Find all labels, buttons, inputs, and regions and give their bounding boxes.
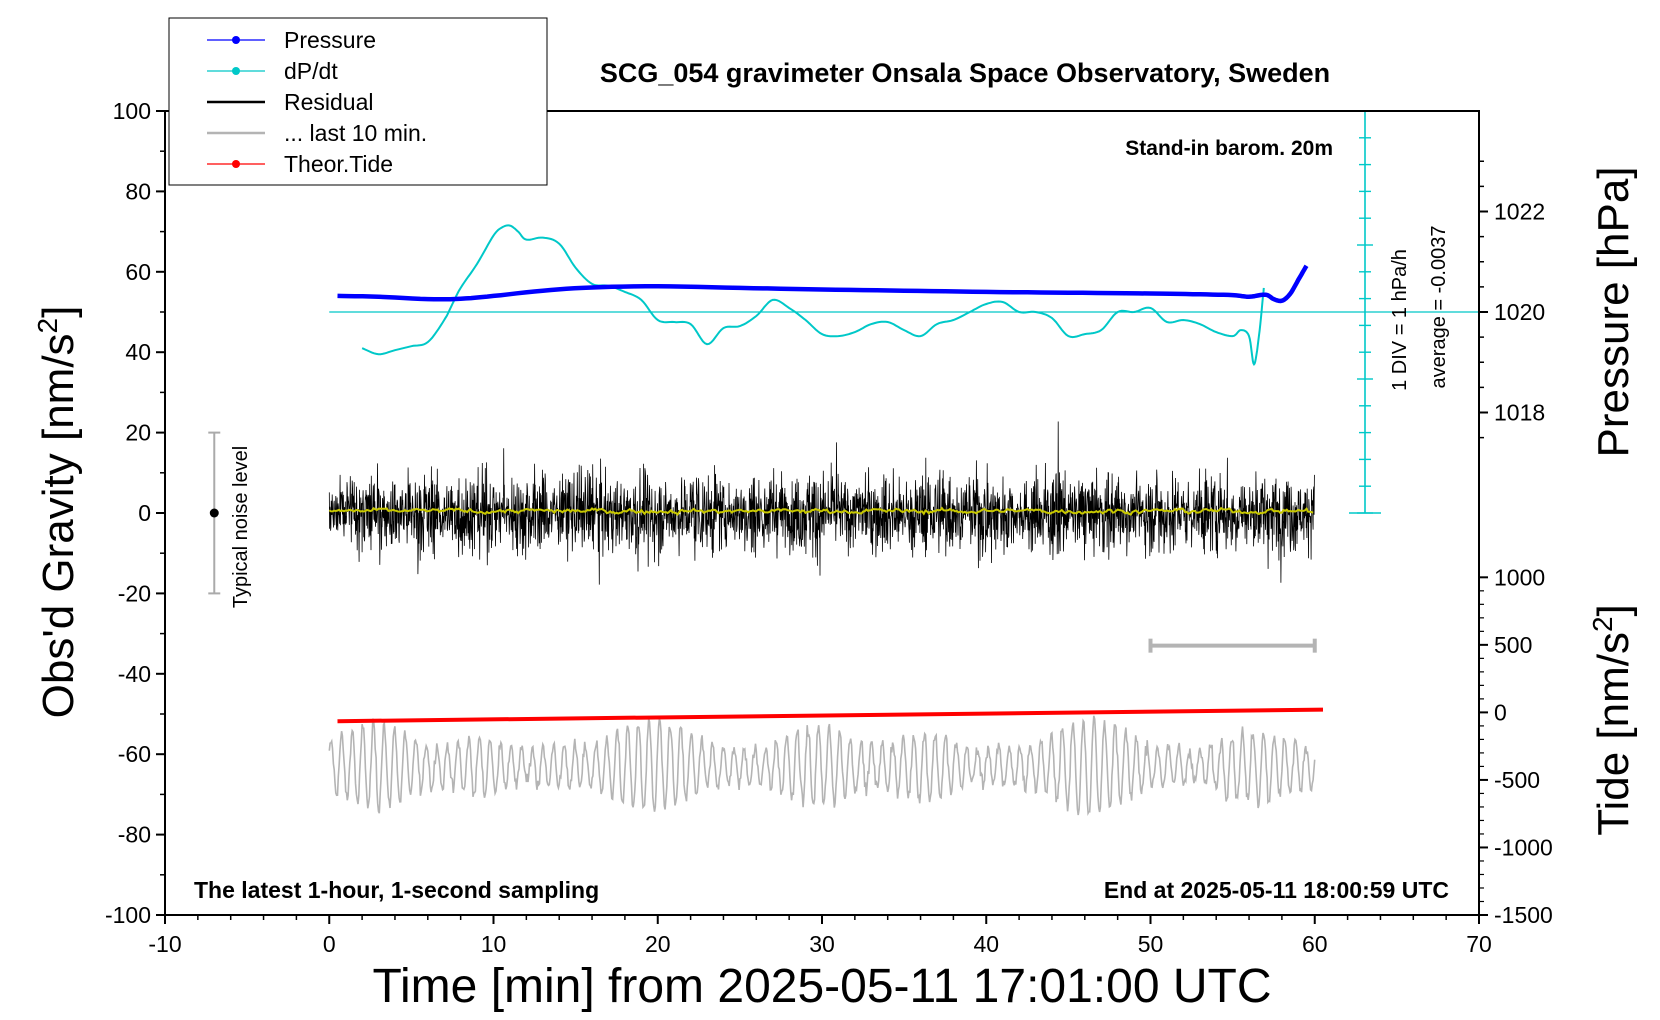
tide-tick-label: 0 [1494,699,1507,725]
y-tick-label: 20 [125,420,151,446]
legend-label: Pressure [284,27,376,53]
y-tick-label: -20 [118,580,151,606]
x-tick-label: 30 [809,931,835,957]
tide-tick-label: -1000 [1494,834,1553,860]
legend: Pressure dP/dt Residual ... last 10 min. The… [168,17,548,186]
residual-series [328,421,1315,585]
y-tick-label: -60 [118,741,151,767]
theoretical-tide-line [337,707,1324,724]
y-tick-label: -80 [118,822,151,848]
pressure-tick-label: 1022 [1494,199,1545,225]
y-axis-title-tide: Tide [nm/s2] [1587,604,1638,836]
div-annotation: 1 DIV = 1 hPa/h [1389,249,1411,391]
tide-tick-label: -1500 [1494,902,1553,928]
tide-tick-label: 1000 [1494,564,1545,590]
x-axis-title: Time [min] from 2025-05-11 17:01:00 UTC [372,960,1271,1013]
legend-marker [232,160,240,168]
latest-annotation: The latest 1-hour, 1-second sampling [194,877,599,903]
barometer-annotation: Stand-in barom. 20m [1125,137,1333,160]
y-tick-label: -100 [105,902,151,928]
theoretical-tide-series [337,707,1324,724]
noise-bar-dot [209,508,219,518]
last-10-min-series [328,715,1316,816]
x-tick-label: 40 [973,931,999,957]
tide-tick-label: 500 [1494,632,1532,658]
pressure-tick-label: 1018 [1494,400,1545,426]
legend-marker [232,36,240,44]
legend-marker [232,67,240,75]
y-axis-title-tide-end: ] [1589,604,1638,616]
residual-line [328,421,1315,585]
x-tick-label: 20 [645,931,671,957]
y-axis-title-left: Obs'd Gravity [nm/s2] [32,306,83,719]
x-tick-label: 10 [481,931,507,957]
y-tick-label: 40 [125,339,151,365]
axes: -10 0 10 20 30 40 50 60 70100806040200-20-40-60-… [105,98,1553,957]
x-tick-label: 0 [323,931,336,957]
residual-smoothed-series [328,506,1314,516]
y-axis-title-left-sup: 2 [32,318,63,334]
x-tick-label: 50 [1138,931,1164,957]
y-axis-title-tide-sup: 2 [1587,616,1618,632]
noise-label: Typical noise level [230,446,252,608]
x-tick-label: 60 [1302,931,1328,957]
y-tick-label: 0 [138,500,151,526]
last-10-min-line [328,715,1316,816]
y-tick-label: 60 [125,259,151,285]
y-axis-title-pressure: Pressure [hPa] [1589,166,1638,457]
end-annotation: End at 2025-05-11 18:00:59 UTC [1104,877,1449,903]
legend-label: Theor.Tide [284,151,393,177]
pressure-line [337,264,1309,304]
y-axis-title-left-end: ] [34,306,83,318]
y-axis-title-left-main: Obs'd Gravity [nm/s [34,333,83,718]
chart-title: SCG_054 gravimeter Onsala Space Observat… [600,58,1330,88]
average-annotation: average = -0.0037 [1428,226,1450,389]
pressure-series [337,264,1309,304]
dpdt-line [361,224,1265,367]
x-tick-label: 70 [1466,931,1492,957]
legend-label: dP/dt [284,58,338,84]
tide-tick-label: -500 [1494,767,1540,793]
dpdt-series [361,224,1265,367]
x-tick-label: -10 [148,931,181,957]
y-tick-label: 100 [113,98,151,124]
legend-label: Residual [284,89,374,115]
pressure-tick-label: 1020 [1494,299,1545,325]
y-axis-title-tide-main: Tide [nm/s [1589,632,1638,836]
y-tick-label: 80 [125,178,151,204]
residual-smoothed-line [328,506,1314,516]
legend-label: ... last 10 min. [284,120,427,146]
y-tick-label: -40 [118,661,151,687]
